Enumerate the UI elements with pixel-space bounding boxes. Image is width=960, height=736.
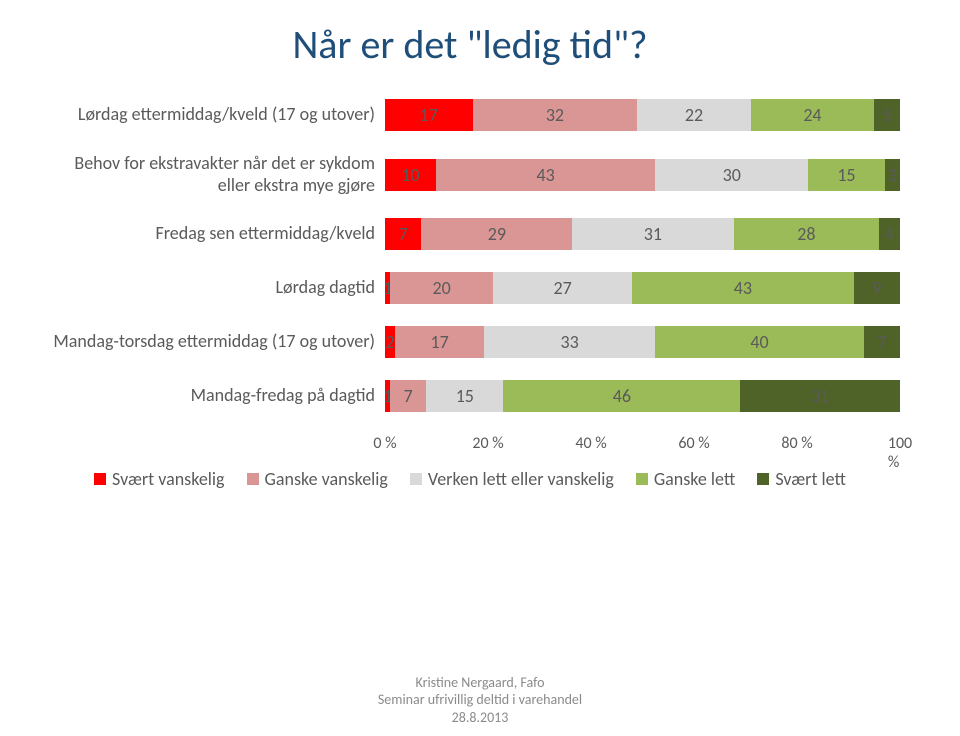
x-tick: 20 %: [472, 434, 503, 453]
bar-segment: 7: [864, 326, 900, 358]
category-label: Lørdag ettermiddag/kveld (17 og utover): [40, 104, 385, 126]
footer-date: 28.8.2013: [0, 709, 960, 727]
legend-swatch: [757, 473, 769, 485]
bar-segment: 15: [808, 159, 884, 191]
bar-segment: 22: [637, 99, 750, 131]
legend-label: Svært vanskelig: [112, 468, 225, 490]
legend-label: Ganske lett: [654, 468, 736, 490]
bar-segment: 20: [390, 272, 493, 304]
bar-segment: 17: [395, 326, 483, 358]
chart-row: Behov for ekstravakter når det er sykdom…: [40, 153, 900, 196]
legend: Svært vanskelig Ganske vanskelig Verken le…: [40, 468, 900, 490]
bar: 17154631: [385, 380, 900, 412]
bar: 173222245: [385, 99, 900, 131]
category-label: Fredag sen ettermiddag/kveld: [40, 223, 385, 245]
bar-segment: 10: [385, 159, 436, 191]
bar-segment: 30: [655, 159, 808, 191]
page: Når er det "ledig tid"? Lørdag ettermidd…: [0, 0, 960, 736]
bar-segment: 7: [385, 218, 421, 250]
chart-row: Mandag-fredag på dagtid17154631: [40, 380, 900, 412]
bar-segment: 9: [854, 272, 900, 304]
chart-row: Fredag sen ettermiddag/kveld72931284: [40, 218, 900, 250]
chart-row: Mandag-torsdag ettermiddag (17 og utover…: [40, 326, 900, 358]
bar-segment: 46: [503, 380, 740, 412]
x-tick: 40 %: [575, 434, 606, 453]
legend-swatch: [247, 473, 259, 485]
category-label: Lørdag dagtid: [40, 277, 385, 299]
x-tick: 0 %: [373, 434, 396, 453]
category-label: Mandag-fredag på dagtid: [40, 385, 385, 407]
legend-swatch: [636, 473, 648, 485]
bar-segment: 24: [751, 99, 875, 131]
bar-segment: 28: [734, 218, 880, 250]
legend-item: Svært vanskelig: [94, 468, 225, 490]
bar-segment: 7: [390, 380, 426, 412]
legend-item: Verken lett eller vanskelig: [410, 468, 614, 490]
bar-segment: 15: [426, 380, 503, 412]
legend-label: Ganske vanskelig: [265, 468, 388, 490]
bar: 21733407: [385, 326, 900, 358]
chart-row: Lørdag ettermiddag/kveld (17 og utover)1…: [40, 99, 900, 131]
bar-segment: 43: [632, 272, 853, 304]
legend-label: Svært lett: [775, 468, 846, 490]
bar-segment: 40: [655, 326, 863, 358]
bar-segment: 31: [572, 218, 733, 250]
bar-segment: 2: [385, 326, 395, 358]
chart-row: Lørdag dagtid12027439: [40, 272, 900, 304]
axis-spacer: [40, 434, 385, 454]
legend-label: Verken lett eller vanskelig: [428, 468, 614, 490]
bar-segment: 33: [484, 326, 656, 358]
legend-item: Ganske lett: [636, 468, 736, 490]
bar-segment: 27: [493, 272, 632, 304]
x-tick: 100 %: [888, 434, 912, 472]
bar-segment: 31: [740, 380, 900, 412]
legend-item: Ganske vanskelig: [247, 468, 388, 490]
x-tick: 60 %: [678, 434, 709, 453]
category-label: Behov for ekstravakter når det er sykdom…: [40, 153, 385, 196]
x-axis-row: 0 %20 %40 %60 %80 %100 %: [40, 434, 900, 454]
legend-swatch: [94, 473, 106, 485]
bar: 12027439: [385, 272, 900, 304]
footer-event: Seminar ufrivillig deltid i varehandel: [0, 691, 960, 709]
bar-segment: 17: [385, 99, 473, 131]
category-label: Mandag-torsdag ettermiddag (17 og utover…: [40, 331, 385, 353]
footer: Kristine Nergaard, Fafo Seminar ufrivill…: [0, 674, 960, 727]
page-title: Når er det "ledig tid"?: [40, 20, 900, 69]
bar-segment: 5: [874, 99, 900, 131]
legend-swatch: [410, 473, 422, 485]
footer-author: Kristine Nergaard, Fafo: [0, 674, 960, 692]
stacked-bar-chart: Lørdag ettermiddag/kveld (17 og utover)1…: [40, 99, 900, 412]
bar-segment: 32: [473, 99, 638, 131]
bar: 72931284: [385, 218, 900, 250]
bar: 104330153: [385, 159, 900, 191]
x-tick: 80 %: [781, 434, 812, 453]
bar-segment: 43: [436, 159, 655, 191]
bar-segment: 29: [421, 218, 572, 250]
legend-item: Svært lett: [757, 468, 846, 490]
bar-segment: 3: [885, 159, 900, 191]
x-axis: 0 %20 %40 %60 %80 %100 %: [385, 434, 900, 454]
bar-segment: 4: [879, 218, 900, 250]
